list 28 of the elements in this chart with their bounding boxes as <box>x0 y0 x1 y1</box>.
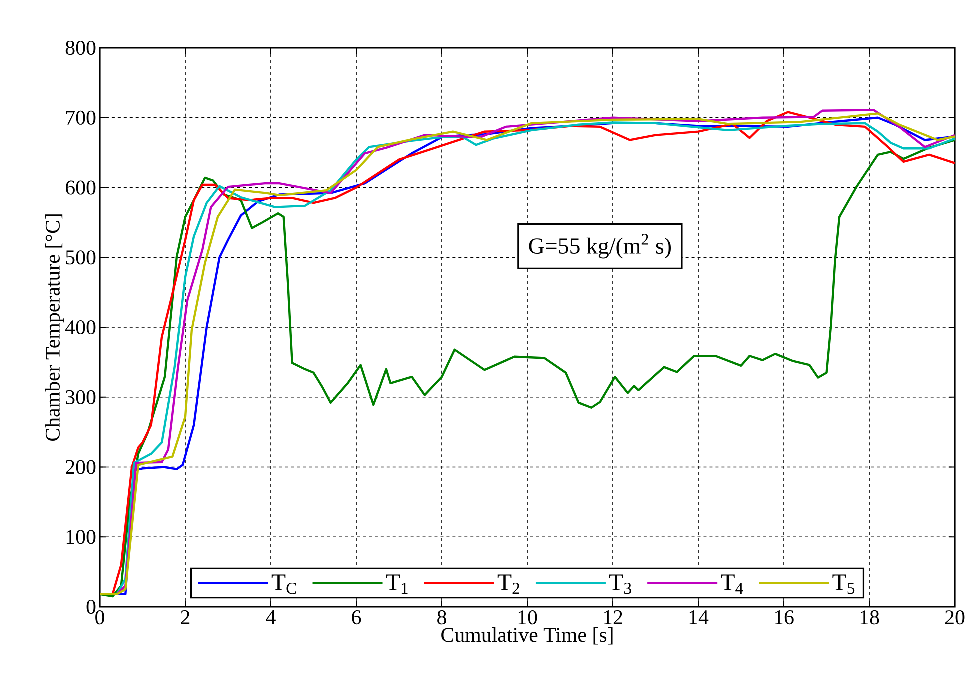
y-tick-label: 800 <box>66 40 96 56</box>
y-tick-label: 700 <box>66 110 96 125</box>
y-tick-label: 100 <box>66 530 96 544</box>
y-tick-label: 200 <box>66 460 96 474</box>
legend-label: T$_{5}$ <box>832 574 855 594</box>
legend-label: T$_{C}$ <box>272 574 296 594</box>
y-tick-label: 300 <box>66 390 96 404</box>
y-axis-title: Chamber Temperature [°C] <box>45 214 64 442</box>
y-tick-label: 0 <box>86 600 96 614</box>
y-tick-label: 400 <box>66 320 96 335</box>
x-axis-title: Cumulative Time [s] <box>442 627 613 645</box>
y-tick-label: 600 <box>66 180 96 195</box>
x-tick-label: 6 <box>352 610 362 625</box>
legend-label: T$_{1}$ <box>386 574 408 594</box>
legend-label: T$_{2}$ <box>498 574 520 594</box>
x-tick-label: 18 <box>860 610 880 625</box>
x-tick-label: 20 <box>945 610 965 625</box>
x-tick-label: 14 <box>690 610 709 624</box>
x-tick-label: 10 <box>518 610 538 625</box>
x-tick-label: 2 <box>181 610 190 624</box>
x-tick-label: 8 <box>438 610 446 625</box>
x-tick-label: 12 <box>604 610 622 624</box>
legend-label: T$_{4}$ <box>721 574 744 594</box>
y-tick-label: 500 <box>66 250 96 265</box>
x-tick-label: 16 <box>775 610 794 625</box>
annotation: G=55 kg/(m$^{2}$ s) <box>529 234 671 259</box>
legend-label: T$_{3}$ <box>609 574 632 594</box>
x-tick-label: 4 <box>266 610 276 624</box>
